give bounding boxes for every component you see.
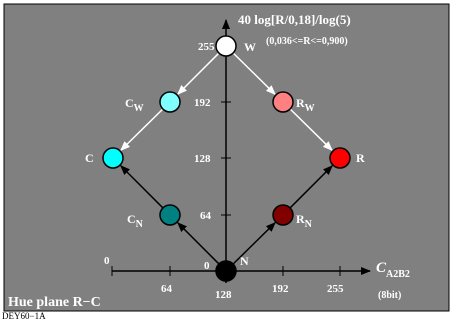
x-tick-label: 128 [215, 289, 232, 301]
color-edges [120, 52, 333, 265]
node-label-rn: RN [296, 212, 313, 230]
edge-n-to-cn [177, 222, 220, 265]
y-tick-label: 255 [198, 41, 215, 53]
node-label-cn: CN [127, 212, 144, 230]
edge-cn-to-c [120, 165, 164, 209]
edge-w-to-rw [232, 52, 276, 95]
x-tick-label: 192 [272, 283, 289, 295]
node-cn [159, 204, 181, 226]
x-axis-title: CA2B2 [376, 260, 410, 280]
node-cw [159, 91, 181, 113]
node-label-w: W [244, 40, 256, 54]
node-n [215, 260, 237, 282]
y-tick-label: 192 [194, 97, 211, 109]
y-axis-title: 40 log[R/0,18]/log(5) [238, 12, 351, 27]
footer-code: DEY60−1A [2, 311, 46, 321]
x-axis-ticks [111, 266, 341, 276]
node-label-rw: RW [296, 96, 315, 114]
node-r [329, 147, 351, 169]
edge-n-to-rn [232, 222, 276, 265]
x-tick-label: 64 [161, 283, 173, 295]
plane-title: Hue plane R−C [8, 295, 101, 310]
y-axis-range: (0,036<=R<=0,900) [266, 36, 348, 47]
color-nodes: W CW RW C R CN RN N [85, 35, 365, 282]
node-rn [272, 204, 294, 226]
x-tick-label: 0 [104, 255, 110, 267]
node-c [102, 147, 124, 169]
edge-w-to-cw [177, 52, 220, 95]
edge-cw-to-c [120, 108, 164, 151]
node-label-c: C [85, 151, 94, 165]
node-rw [272, 91, 294, 113]
x-axis-unit: (8bit) [378, 290, 401, 301]
node-label-cw: CW [125, 96, 144, 114]
y-tick-label: 128 [194, 153, 211, 165]
y-tick-label: 0 [204, 260, 210, 272]
edge-rn-to-r [289, 165, 333, 209]
x-tick-label: 255 [327, 283, 344, 295]
node-label-r: R [356, 151, 365, 165]
node-w [215, 35, 237, 57]
node-label-n: N [240, 254, 249, 268]
y-tick-label: 64 [200, 210, 212, 222]
edge-rw-to-r [289, 108, 333, 151]
